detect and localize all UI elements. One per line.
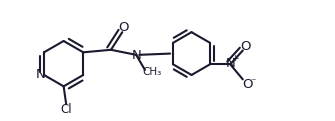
Text: O: O bbox=[242, 78, 253, 91]
Text: O: O bbox=[240, 40, 251, 53]
Text: ⁻: ⁻ bbox=[251, 77, 256, 87]
Text: N: N bbox=[226, 57, 236, 70]
Text: CH₃: CH₃ bbox=[142, 68, 161, 77]
Text: Cl: Cl bbox=[60, 103, 72, 116]
Text: O: O bbox=[118, 21, 129, 34]
Text: N: N bbox=[131, 49, 141, 62]
Text: +: + bbox=[231, 54, 239, 63]
Text: N: N bbox=[36, 68, 46, 81]
